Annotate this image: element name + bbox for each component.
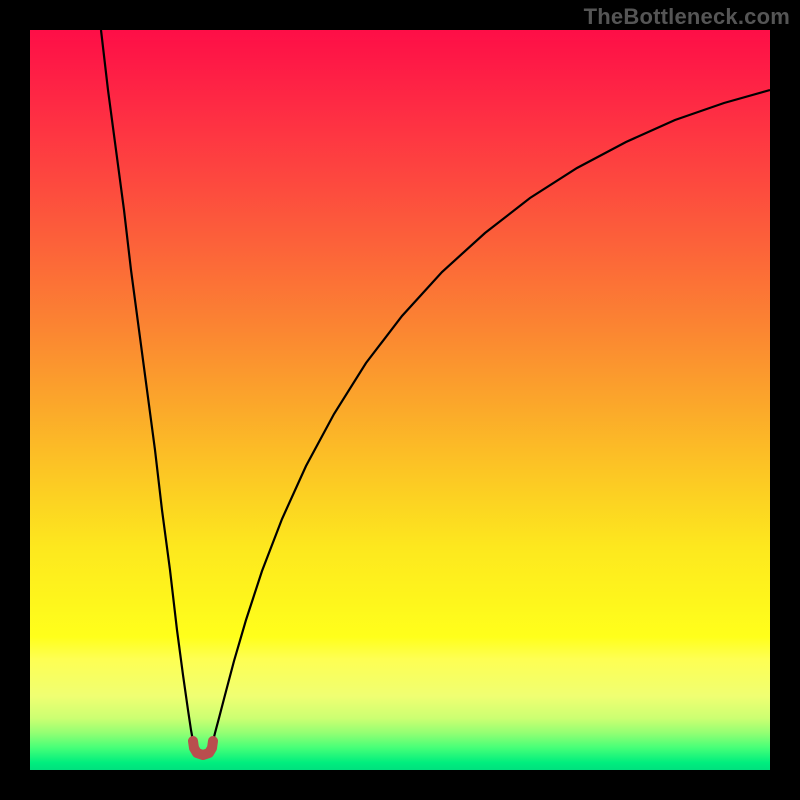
gradient-background: [30, 30, 770, 770]
chart-root: { "watermark": { "text": "TheBottleneck.…: [0, 0, 800, 800]
plot-svg: [30, 30, 770, 770]
plot-area: [30, 30, 770, 770]
watermark-text: TheBottleneck.com: [584, 4, 790, 30]
